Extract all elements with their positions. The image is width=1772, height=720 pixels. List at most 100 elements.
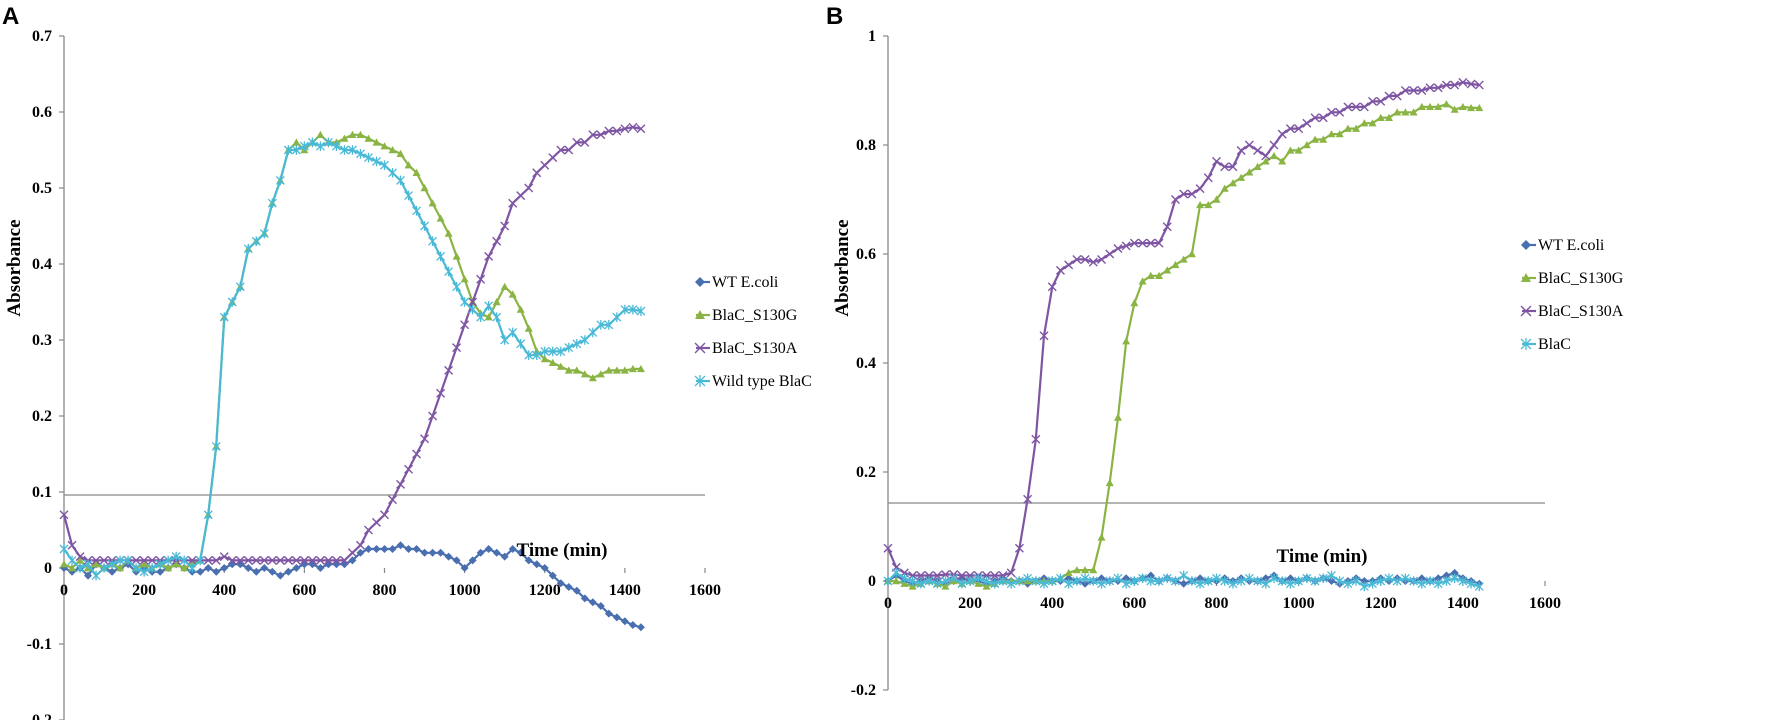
panel-b-data-point (916, 578, 926, 589)
panel-b-data-point (1162, 573, 1172, 584)
panel-a-data-point (540, 160, 550, 170)
panel-a-data-point (428, 411, 438, 421)
panel-a-data-point (548, 571, 557, 580)
panel-b-data-point (1467, 103, 1476, 112)
panel-a-data-point (580, 370, 589, 378)
panel-a-x-ticks: 0 200 400 600 800 1000 1200 1400 1600 (60, 568, 721, 599)
panel-a-data-point (275, 175, 285, 186)
panel-b-data-point (892, 577, 901, 585)
panel-b-data-point (1450, 105, 1459, 113)
panel-a-data-point (139, 555, 149, 565)
panel-a-data-point (516, 339, 526, 349)
panel-a-data-point (251, 236, 261, 246)
panel-b-data-point (1302, 141, 1311, 149)
panel-b-data-point (1081, 579, 1090, 588)
panel-b-data-point (1187, 250, 1196, 258)
panel-a-data-point (227, 297, 237, 307)
panel-a-data-point (420, 184, 429, 192)
panel-a-y-tick-label: 0.4 (32, 256, 52, 273)
panel-a-data-point (388, 545, 397, 553)
panel-a-data-point (540, 564, 549, 572)
panel-a-data-point (604, 366, 613, 374)
panel-b-legend-label: BlaC (1538, 336, 1571, 353)
panel-b-data-point (1047, 282, 1057, 292)
panel-b-data-point (1343, 124, 1352, 132)
panel-a-y-tick-label: 0.3 (32, 332, 52, 349)
panel-a-data-point (500, 335, 510, 345)
panel-b-data-point (1376, 113, 1385, 121)
panel-a-data-point (532, 350, 542, 360)
panel-b-data-point (990, 571, 1000, 581)
panel-a-data-point (91, 570, 101, 581)
panel-b-data-point (973, 573, 983, 584)
panel-b-data-point (1212, 573, 1221, 584)
panel-a-data-point (556, 145, 566, 155)
panel-b-data-point (1409, 576, 1419, 586)
panel-b-data-point (1089, 566, 1098, 574)
panel-a-data-point (131, 563, 141, 573)
panel-a-data-point (75, 552, 85, 562)
panel-b-data-point (1352, 124, 1361, 132)
panel-b-data-point (1105, 249, 1115, 259)
panel-a-data-point (212, 567, 221, 576)
panel-a-data-point (364, 152, 373, 163)
panel-a-data-point (564, 342, 574, 353)
panel-b-data-point (1138, 277, 1147, 285)
panel-a-data-point (268, 567, 277, 576)
panel-b-series (883, 77, 1484, 592)
panel-a-data-point (348, 556, 357, 565)
panel-b-data-point (1426, 102, 1435, 111)
panel-b-data-point (1278, 157, 1287, 165)
panel-b-data-point (1237, 173, 1246, 181)
panel-b-data-point (1006, 568, 1016, 578)
panel-a-data-point (259, 228, 269, 239)
panel-a-y-tick-label: -0.2 (27, 712, 52, 720)
panel-b-data-point (990, 578, 1000, 589)
panel-a-data-point (227, 555, 237, 565)
panel-b-x-axis-title: Time (min) (1277, 546, 1368, 567)
panel-a-data-point (404, 161, 413, 169)
panel-b-data-point (1343, 578, 1353, 589)
panel-a-data-point (492, 548, 501, 557)
panel-a-data-point (420, 548, 429, 557)
panel-a-data-point (412, 545, 421, 553)
panel-b-data-point (1196, 200, 1205, 209)
panel-a-data-point (156, 567, 165, 576)
panel-a-data-point (548, 153, 558, 163)
panel-b-y-tick-label: 1 (868, 28, 876, 45)
panel-b-data-point (1155, 271, 1164, 279)
panel-a-data-point (364, 134, 373, 142)
panel-a-data-point (580, 335, 590, 345)
panel-b-legend-label: BlaC_S130G (1538, 270, 1624, 287)
panel-a-y-tick-label: 0.1 (32, 484, 52, 501)
panel-b-data-point (1286, 574, 1295, 583)
panel-a-data-point (371, 517, 381, 527)
panel-a-data-point (444, 266, 454, 277)
panel-a-data-point (628, 304, 638, 315)
panel-a-data-point (388, 146, 397, 154)
panel-b-data-point (1450, 573, 1460, 584)
panel-a-data-point (307, 555, 317, 565)
panel-b-data-point (1327, 570, 1336, 581)
panel-a-data-point (372, 545, 381, 553)
panel-a-x-tick-label: 0 (60, 582, 68, 599)
panel-b-data-point (1195, 184, 1205, 194)
panel-b-data-point (1425, 83, 1435, 93)
panel-a-data-point (468, 304, 478, 315)
panel-b-data-point (883, 543, 893, 553)
panel-b-data-point (1434, 102, 1443, 111)
panel-b-series-line (888, 103, 1480, 588)
panel-a-data-point (612, 613, 621, 622)
panel-a-data-point (67, 540, 77, 550)
panel-a-data-point (404, 545, 413, 553)
panel-a-letter: A (2, 3, 19, 30)
panel-a-x-tick-label: 1400 (609, 582, 641, 599)
panel-a-x-tick-label: 1600 (689, 582, 721, 599)
panel-a-data-point (436, 214, 445, 222)
panel-a-data-point (347, 548, 357, 558)
panel-a-data-point (484, 251, 494, 261)
panel-a-data-point (348, 130, 357, 138)
panel-a-data-point (220, 564, 229, 572)
panel-a-data-point (363, 525, 373, 535)
panel-a-data-point (356, 130, 365, 138)
